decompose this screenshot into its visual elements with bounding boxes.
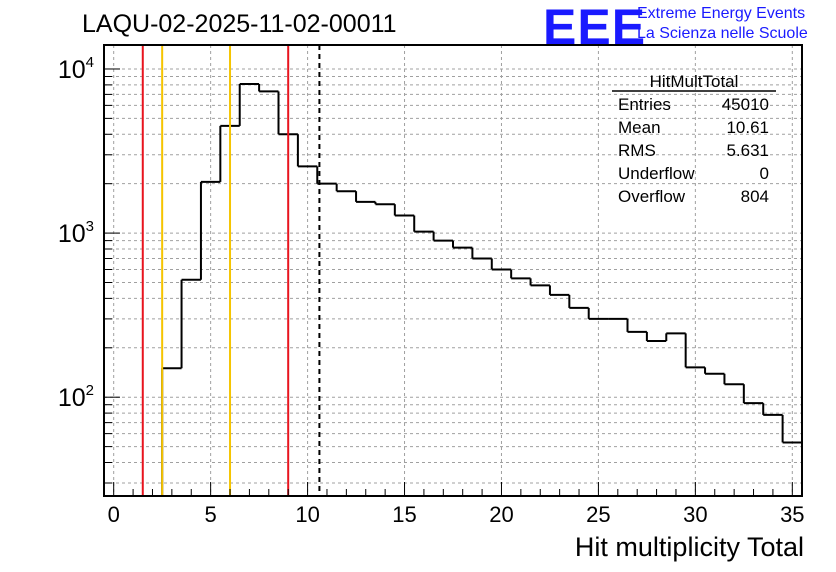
plot-frame — [103, 44, 803, 497]
stats-value: 5.631 — [726, 141, 769, 160]
x-tick-label: 15 — [392, 502, 416, 527]
logo-line-1: Extreme Energy Events — [637, 5, 806, 22]
stats-label: Overflow — [618, 187, 686, 206]
marker-lines — [141, 45, 321, 496]
stats-value: 0 — [760, 164, 769, 183]
x-tick-label: 25 — [586, 502, 610, 527]
plot-title: LAQU-02-2025-11-02-00011 — [82, 10, 397, 38]
logo-line-2: La Scienza nelle Scuole — [637, 25, 808, 42]
y-tick-label: 104 — [58, 54, 94, 84]
stats-box: HitMultTotal Entries 45010 Mean 10.61 RMS 5.63… — [612, 72, 776, 206]
x-tick-label: 35 — [780, 502, 804, 527]
stats-label: Mean — [618, 118, 661, 137]
x-tick-label: 30 — [683, 502, 707, 527]
x-tick-label: 0 — [108, 502, 120, 527]
stats-value: 804 — [741, 187, 769, 206]
stats-value: 10.61 — [726, 118, 769, 137]
stats-label: Underflow — [618, 164, 695, 183]
grid-lines — [104, 45, 802, 496]
x-tick-label: 5 — [205, 502, 217, 527]
x-axis-label: Hit multiplicity Total — [574, 532, 804, 562]
y-tick-label: 103 — [58, 218, 94, 248]
y-tick-label: 102 — [58, 382, 94, 412]
x-tick-label: 10 — [295, 502, 319, 527]
x-tick-label: 20 — [489, 502, 513, 527]
stats-label: RMS — [618, 141, 656, 160]
stats-value: 45010 — [722, 95, 769, 114]
axis-ticks: 0 5 10 15 20 25 30 35 102 103 104 — [58, 54, 805, 527]
stats-label: Entries — [618, 95, 671, 114]
histogram-bars — [161, 82, 802, 496]
stats-title: HitMultTotal — [650, 72, 739, 91]
